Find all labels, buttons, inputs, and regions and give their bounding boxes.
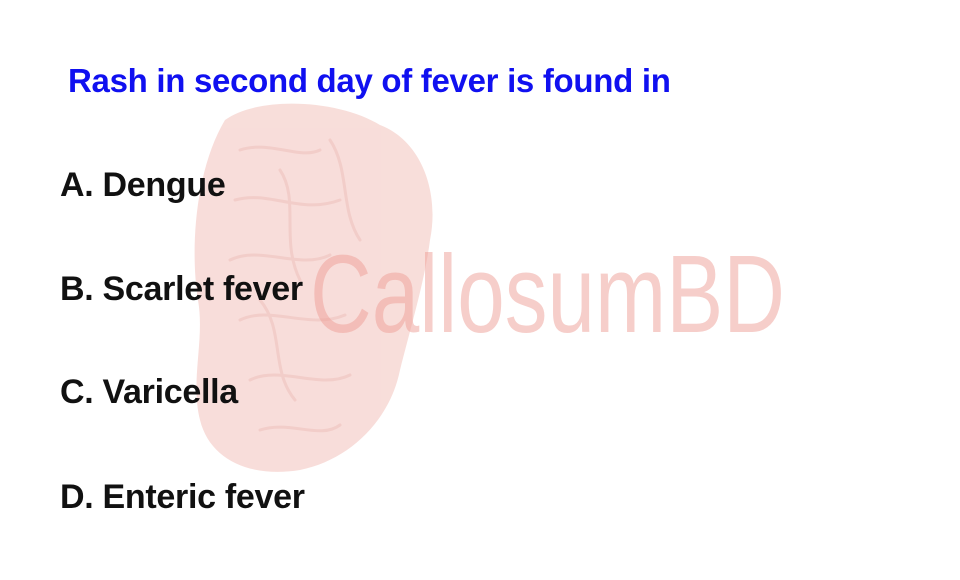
question-text: Rash in second day of fever is found in — [68, 62, 671, 99]
option-c[interactable]: C. Varicella — [60, 373, 238, 411]
option-d[interactable]: D. Enteric fever — [60, 478, 305, 516]
option-b[interactable]: B. Scarlet fever — [60, 270, 303, 308]
option-a[interactable]: A. Dengue — [60, 166, 226, 204]
watermark-logo-text: CallosumBD — [310, 233, 785, 356]
